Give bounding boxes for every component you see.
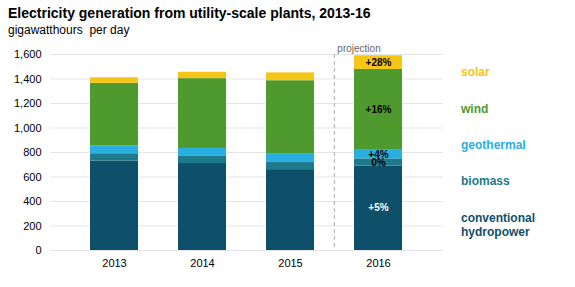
- html-text:Electricity generation from ut: Electricity generation from utility-scal…: [8, 5, 371, 21]
- svg-text:0%: 0%: [371, 156, 386, 168]
- html-text:geothermal: geothermal: [461, 138, 526, 152]
- svg-text:2016: 2016: [366, 257, 390, 269]
- svg-text:+5%: +5%: [368, 202, 388, 213]
- svg-text:+16%: +16%: [366, 104, 392, 115]
- svg-text:projection: projection: [337, 43, 380, 54]
- svg-text:1,400: 1,400: [14, 73, 42, 85]
- svg-text:2014: 2014: [190, 257, 214, 269]
- svg-text:1,000: 1,000: [14, 122, 42, 134]
- html-text:conventional hydropower: conventional hydropower: [461, 210, 535, 239]
- svg-text:400: 400: [23, 195, 41, 207]
- svg-text:+28%: +28%: [366, 57, 392, 68]
- html-text:wind: wind: [461, 101, 489, 116]
- svg-text:200: 200: [23, 220, 41, 232]
- svg-text:2015: 2015: [278, 257, 302, 269]
- html-text:solar: solar: [461, 65, 490, 80]
- svg-text:800: 800: [23, 146, 41, 158]
- html-text:biomass: biomass: [461, 174, 510, 189]
- svg-text:1,200: 1,200: [14, 97, 42, 109]
- html-text:gigawatthours per day: gigawatthours per day: [8, 23, 130, 37]
- svg-text:+4%: +4%: [368, 149, 388, 160]
- svg-text:600: 600: [23, 171, 41, 183]
- svg-text:0: 0: [35, 244, 41, 256]
- svg-text:1,600: 1,600: [14, 48, 42, 60]
- svg-text:2013: 2013: [102, 257, 126, 269]
